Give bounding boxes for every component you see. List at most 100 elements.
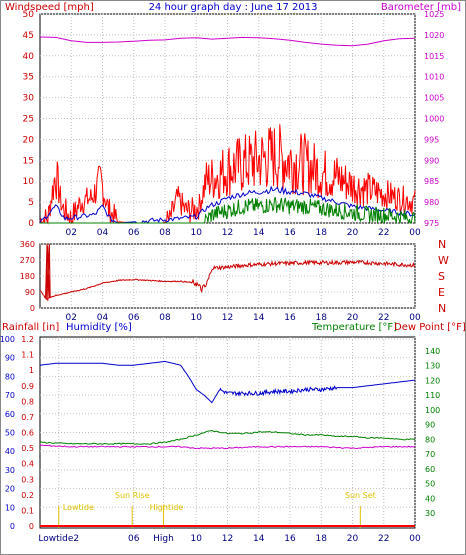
windspeed-tick-8: 40 — [23, 52, 35, 62]
rain-tick-4: 0.4 — [21, 460, 34, 469]
panel1-x-tick-0: 02 — [66, 228, 77, 238]
humidity-tick-5: 50 — [5, 429, 15, 438]
humidity-tick-10: 100 — [0, 335, 15, 344]
humidity-tick-4: 40 — [5, 447, 15, 456]
panel3-x-tick-2: High — [153, 534, 174, 544]
temp-tick-11: 140 — [425, 347, 440, 356]
annotation-label-2: Hightide — [150, 503, 184, 512]
humidity-tick-9: 90 — [5, 354, 15, 363]
rain-tick-11: 1.1 — [21, 351, 34, 360]
panel3-x-tick-8: 20 — [347, 534, 359, 544]
direction-tick-1: 90 — [25, 288, 35, 297]
annotation-label-0: Lowtide — [63, 503, 94, 512]
rain-tick-12: 1.2 — [21, 335, 34, 344]
barometer-tick-7: 1010 — [424, 73, 444, 82]
temp-tick-7: 100 — [425, 406, 440, 415]
direction-tick-2: 180 — [20, 272, 35, 281]
panel1-x-tick-6: 14 — [253, 228, 265, 238]
temp-tick-0: 30 — [425, 509, 435, 518]
humidity-tick-0: 0 — [10, 522, 15, 531]
rain-tick-5: 0.5 — [21, 444, 34, 453]
barometer-tick-4: 995 — [424, 135, 439, 144]
temp-tick-5: 80 — [425, 435, 435, 444]
panel3-x-tick-0: Lowtide2 — [38, 534, 79, 544]
windspeed-tick-1: 5 — [28, 198, 34, 208]
panel1-x-tick-8: 18 — [316, 228, 328, 238]
series-dewpoint — [39, 444, 416, 450]
panel3-x-tick-4: 12 — [222, 534, 233, 544]
temp-tick-4: 70 — [425, 450, 435, 459]
panel1-x-tick-2: 06 — [128, 228, 140, 238]
series-wind_avg — [39, 185, 416, 224]
barometer-tick-1: 980 — [424, 198, 439, 207]
series-temperature — [39, 429, 416, 445]
humidity-tick-6: 60 — [5, 410, 15, 419]
humidity-temperature-panel: 0 10 20 30 40 50 60 70 80 90 100 0 0.1 0.2 0.3 0.4 0.5 0.… — [0, 335, 440, 544]
rain-tick-3: 0.3 — [21, 475, 34, 484]
panel2-x-tick-3: 08 — [159, 313, 171, 323]
windspeed-axis-label: Windspeed [mph] — [5, 2, 94, 13]
temp-tick-1: 40 — [425, 494, 435, 503]
compass-tick-3: E — [438, 286, 445, 299]
temp-tick-3: 60 — [425, 465, 435, 474]
chart-title: 24 hour graph day : June 17 2013 — [149, 2, 318, 13]
compass-tick-0: N — [438, 238, 446, 251]
direction-tick-0: 0 — [30, 304, 35, 313]
compass-tick-2: S — [438, 270, 445, 283]
series-barometer — [39, 36, 416, 47]
panel1-x-tick-11: 00 — [409, 228, 421, 238]
direction-tick-4: 360 — [20, 240, 35, 249]
panel1-x-tick-9: 20 — [347, 228, 359, 238]
panel3-x-tick-9: 22 — [378, 534, 389, 544]
panel2-x-tick-5: 12 — [222, 313, 233, 323]
barometer-tick-5: 1000 — [424, 115, 444, 124]
humidity-tick-2: 20 — [5, 485, 15, 494]
humidity-tick-7: 70 — [5, 391, 15, 400]
temp-tick-8: 110 — [425, 391, 440, 400]
panel2-x-tick-10: 22 — [378, 313, 389, 323]
rain-tick-8: 0.8 — [21, 397, 34, 406]
barometer-tick-0: 975 — [424, 219, 439, 228]
rain-tick-0: 0 — [29, 522, 34, 531]
barometer-tick-6: 1005 — [424, 94, 444, 103]
barometer-tick-3: 990 — [424, 156, 439, 165]
windspeed-tick-5: 25 — [23, 115, 34, 125]
panel2-x-tick-7: 16 — [284, 313, 296, 323]
panel3-x-tick-6: 16 — [284, 534, 296, 544]
panel2-x-tick-2: 06 — [128, 313, 140, 323]
windspeed-tick-2: 10 — [23, 177, 35, 187]
panel1-x-tick-4: 10 — [191, 228, 203, 238]
wind-barometer-panel: 0510152025303540455097598098599099510001… — [23, 10, 445, 238]
windspeed-tick-7: 35 — [23, 73, 34, 83]
panel1-x-tick-10: 22 — [378, 228, 389, 238]
rain-tick-10: 1 — [29, 366, 34, 375]
panel1-x-tick-1: 04 — [97, 228, 109, 238]
panel3-x-tick-1: 06 — [128, 534, 140, 544]
rain-tick-9: 0.9 — [21, 382, 34, 391]
series-wind_speed — [40, 196, 416, 224]
compass-tick-1: W — [438, 254, 449, 267]
temperature-axis-label: Temperature [°F] — [311, 322, 397, 333]
series-wind_direction — [39, 243, 416, 301]
humidity-tick-8: 80 — [5, 372, 15, 381]
series-wind_gust — [39, 124, 416, 225]
panel1-x-tick-5: 12 — [222, 228, 233, 238]
barometer-tick-9: 1020 — [424, 31, 444, 40]
panel1-x-tick-3: 08 — [159, 228, 171, 238]
panel2-x-tick-0: 02 — [66, 313, 77, 323]
windspeed-tick-4: 20 — [23, 135, 35, 145]
compass-tick-4: N — [438, 302, 446, 315]
rain-tick-2: 0.2 — [21, 491, 34, 500]
humidity-tick-1: 10 — [5, 503, 15, 512]
direction-tick-3: 270 — [20, 256, 35, 265]
annotation-label-3: Sun Set — [345, 491, 376, 500]
panel1-x-tick-7: 16 — [284, 228, 296, 238]
panel2-x-tick-11: 00 — [409, 313, 421, 323]
panel2-x-tick-1: 04 — [97, 313, 109, 323]
rain-tick-1: 0.1 — [21, 506, 34, 515]
temp-tick-9: 120 — [425, 376, 440, 385]
windspeed-tick-3: 15 — [23, 156, 34, 166]
humidity-tick-3: 30 — [5, 466, 15, 475]
